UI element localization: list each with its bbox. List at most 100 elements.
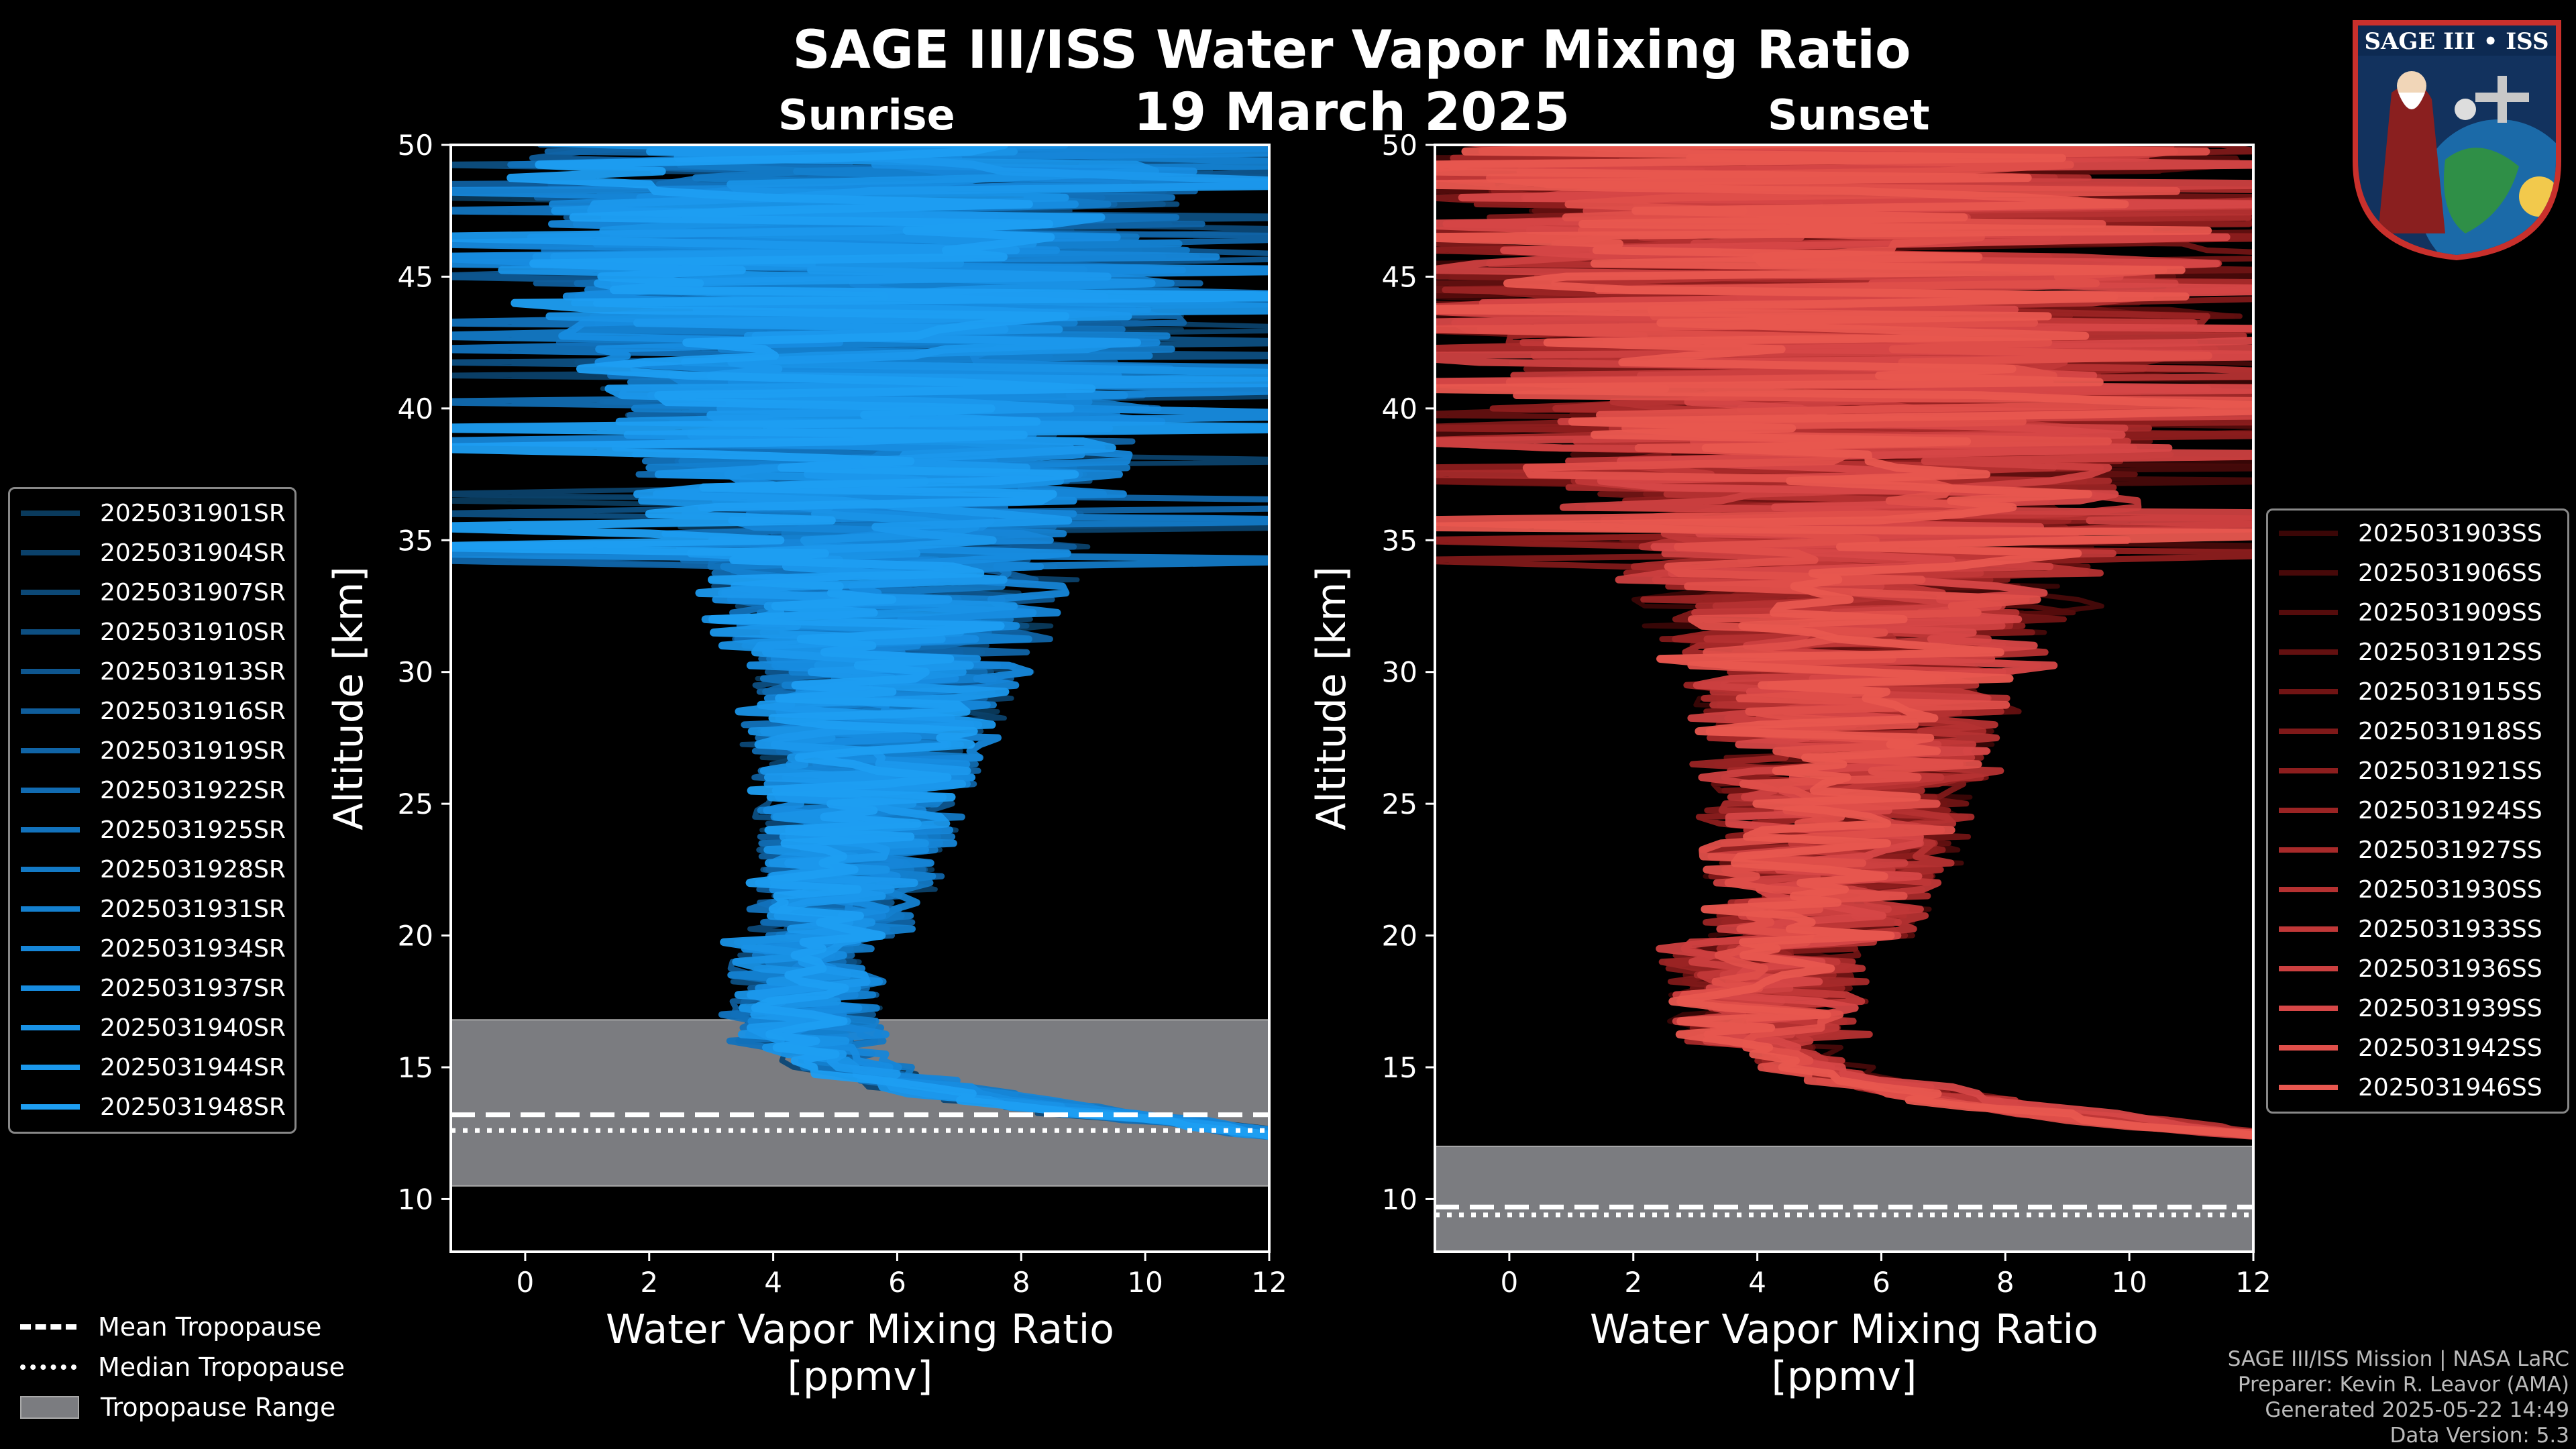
legend-swatch	[21, 1104, 80, 1110]
sunrise-x-tick-label: 4	[764, 1266, 782, 1299]
legend-swatch	[21, 1065, 80, 1070]
legend-swatch	[21, 590, 80, 595]
sunset-legend-item: 2025031924SS	[2268, 791, 2542, 830]
legend-label: 2025031912SS	[2358, 638, 2542, 666]
legend-swatch	[21, 1025, 80, 1030]
legend-swatch	[21, 748, 80, 753]
sunrise-x-axis-label: Water Vapor Mixing Ratio	[606, 1306, 1114, 1353]
sunrise-x-tick-label: 2	[640, 1266, 658, 1299]
sage-mission-badge-icon: SAGE III • ISS	[2353, 20, 2561, 260]
tropopause-legend-label: Tropopause Range	[101, 1393, 336, 1422]
sunset-y-tick-label: 25	[1382, 788, 1417, 820]
sunset-y-tick-label: 40	[1382, 392, 1417, 425]
legend-label: 2025031937SR	[100, 974, 286, 1002]
sunrise-y-tick-label: 50	[398, 129, 433, 162]
sunset-x-tick-label: 2	[1624, 1266, 1642, 1299]
sunset-profiles	[1435, 145, 2253, 1140]
sunrise-y-tick-label: 20	[398, 920, 433, 953]
sunrise-legend-item: 2025031919SR	[10, 731, 286, 770]
legend-label: 2025031931SR	[100, 895, 286, 923]
legend-swatch	[2279, 531, 2338, 536]
credit-preparer: Preparer: Kevin R. Leavor (AMA)	[2237, 1373, 2569, 1397]
legend-label: 2025031930SS	[2358, 875, 2542, 904]
tropopause-legend-swatch	[20, 1324, 76, 1330]
sunrise-y-tick-label: 35	[398, 524, 433, 557]
sunrise-legend-item: 2025031948SR	[10, 1087, 286, 1126]
legend-label: 2025031910SR	[100, 618, 286, 646]
sunrise-legend-item: 2025031944SR	[10, 1048, 286, 1087]
legend-swatch	[2279, 847, 2338, 853]
sunset-y-axis-label: Altitude [km]	[1308, 566, 1355, 830]
sunset-legend-item: 2025031927SS	[2268, 830, 2542, 869]
legend-label: 2025031916SR	[100, 697, 286, 725]
legend-label: 2025031919SR	[100, 737, 286, 765]
legend-label: 2025031901SR	[100, 499, 286, 527]
sunset-x-tick-label: 10	[2111, 1266, 2147, 1299]
legend-swatch	[2279, 689, 2338, 694]
tropopause-legend-item: Mean Tropopause	[20, 1308, 321, 1346]
legend-label: 2025031944SR	[100, 1053, 286, 1081]
sunrise-series-line	[451, 145, 1269, 1140]
legend-swatch	[2279, 610, 2338, 615]
sunset-axes-frame	[1434, 144, 2255, 1253]
credit-generated: Generated 2025-05-22 14:49	[2265, 1398, 2569, 1422]
credit-version: Data Version: 5.3	[2390, 1424, 2569, 1448]
sunset-y-tick-label: 50	[1382, 129, 1417, 162]
sunset-legend-item: 2025031909SS	[2268, 593, 2542, 632]
legend-label: 2025031939SS	[2358, 994, 2542, 1022]
sunset-x-tick-label: 4	[1748, 1266, 1766, 1299]
sunset-y-tick-label: 30	[1382, 656, 1417, 689]
sunset-y-tick-label: 15	[1382, 1051, 1417, 1084]
sunset-series-line	[1435, 145, 2253, 1140]
legend-swatch	[21, 867, 80, 872]
sunrise-legend-item: 2025031910SR	[10, 612, 286, 651]
legend-swatch	[21, 708, 80, 714]
legend-swatch	[21, 985, 80, 991]
sunset-tropopause-range	[1434, 1145, 2254, 1253]
legend-swatch	[2279, 729, 2338, 734]
sunrise-legend: 2025031901SR 2025031904SR 2025031907SR 2025…	[8, 487, 297, 1134]
legend-swatch	[2279, 926, 2338, 932]
sunrise-y-tick-label: 40	[398, 392, 433, 425]
sunset-legend-item: 2025031933SS	[2268, 910, 2542, 949]
sunrise-x-tick-label: 8	[1012, 1266, 1030, 1299]
sunset-legend-item: 2025031912SS	[2268, 633, 2542, 672]
sunset-x-tick-label: 8	[1996, 1266, 2015, 1299]
sunrise-x-axis-label: [ppmv]	[788, 1353, 933, 1400]
legend-swatch	[2279, 1006, 2338, 1011]
legend-swatch	[21, 629, 80, 635]
sunset-y-tick-label: 10	[1382, 1183, 1417, 1216]
tropopause-legend-item: Median Tropopause	[20, 1348, 345, 1386]
legend-label: 2025031934SR	[100, 934, 286, 963]
sunset-legend-item: 2025031918SS	[2268, 712, 2542, 751]
tropopause-legend-swatch	[20, 1396, 79, 1419]
legend-swatch	[21, 669, 80, 674]
sunset-legend-item: 2025031906SS	[2268, 553, 2542, 592]
sunset-legend: 2025031903SS 2025031906SS 2025031909SS 2025…	[2266, 508, 2569, 1114]
legend-swatch	[2279, 1085, 2338, 1090]
sunrise-legend-item: 2025031904SR	[10, 533, 286, 572]
legend-label: 2025031940SR	[100, 1014, 286, 1042]
sunrise-y-tick-label: 30	[398, 656, 433, 689]
sunrise-legend-item: 2025031925SR	[10, 810, 286, 849]
sunrise-x-tick-label: 6	[888, 1266, 906, 1299]
sunrise-series-line	[451, 145, 1269, 1138]
legend-swatch	[2279, 570, 2338, 576]
sunset-x-tick-label: 6	[1872, 1266, 1890, 1299]
legend-swatch	[21, 788, 80, 793]
sunset-legend-item: 2025031903SS	[2268, 514, 2542, 553]
sunrise-profiles	[451, 145, 1269, 1140]
tropopause-legend: Mean Tropopause Median Tropopause Tropopau…	[20, 1308, 396, 1429]
sunset-x-tick-label: 0	[1501, 1266, 1519, 1299]
legend-label: 2025031942SS	[2358, 1034, 2542, 1062]
sunset-legend-item: 2025031936SS	[2268, 949, 2542, 988]
sunrise-y-tick-label: 15	[398, 1051, 433, 1084]
legend-label: 2025031904SR	[100, 539, 286, 567]
legend-swatch	[21, 827, 80, 833]
sunset-legend-item: 2025031946SS	[2268, 1068, 2542, 1107]
sunrise-y-axis-label: Altitude [km]	[325, 566, 372, 830]
legend-label: 2025031909SS	[2358, 598, 2542, 627]
sunrise-y-tick-label: 10	[398, 1183, 433, 1216]
legend-swatch	[21, 550, 80, 555]
